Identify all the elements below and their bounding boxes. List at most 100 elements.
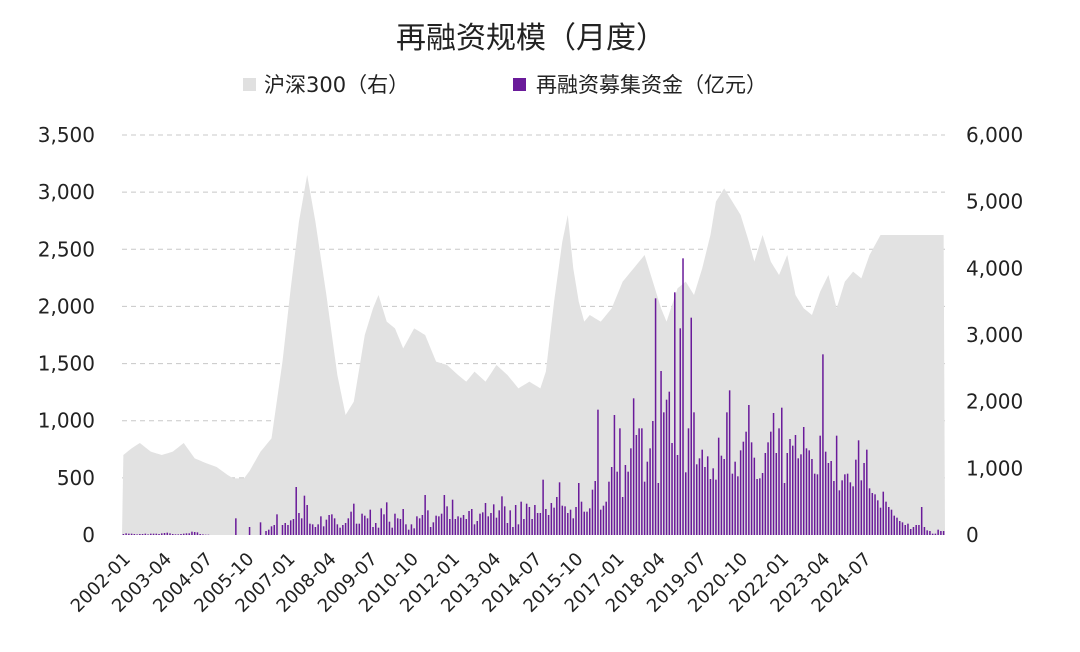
raise-bar bbox=[394, 513, 396, 535]
raise-bar bbox=[824, 451, 827, 535]
raise-bar bbox=[122, 534, 125, 535]
raise-bar bbox=[350, 511, 352, 535]
raise-bar bbox=[594, 481, 596, 535]
raise-bar bbox=[791, 445, 794, 535]
raise-bar bbox=[147, 534, 149, 535]
raise-bar bbox=[671, 443, 673, 535]
raise-bar bbox=[915, 525, 917, 535]
raise-bar bbox=[704, 467, 706, 535]
raise-bar bbox=[396, 518, 399, 535]
raise-bar bbox=[849, 482, 852, 535]
raise-bar bbox=[235, 518, 237, 535]
raise-bar bbox=[802, 427, 805, 535]
raise-bar bbox=[311, 524, 314, 535]
raise-bar bbox=[567, 513, 569, 535]
right-tick-label: 6,000 bbox=[966, 123, 1023, 147]
raise-bar bbox=[605, 501, 607, 535]
raise-bar bbox=[487, 516, 489, 535]
left-tick-label: 2,500 bbox=[38, 237, 95, 261]
raise-bar bbox=[525, 503, 528, 535]
raise-bar bbox=[517, 524, 520, 535]
raise-bar bbox=[937, 529, 939, 535]
raise-bar bbox=[649, 448, 651, 535]
raise-bar bbox=[333, 518, 336, 535]
raise-bar bbox=[665, 399, 668, 535]
raise-bar bbox=[320, 516, 322, 535]
raise-bar bbox=[199, 534, 201, 535]
raise-bar bbox=[418, 518, 421, 535]
raise-bar bbox=[896, 517, 898, 535]
raise-bar bbox=[723, 459, 725, 535]
raise-bar bbox=[492, 504, 495, 535]
raise-bar bbox=[690, 317, 692, 535]
raise-bar bbox=[748, 405, 750, 535]
raise-bar bbox=[174, 534, 177, 535]
raise-bar bbox=[800, 454, 802, 535]
raise-bar bbox=[833, 481, 835, 535]
raise-bar bbox=[720, 455, 723, 535]
raise-bar bbox=[152, 533, 155, 535]
right-tick-label: 0 bbox=[966, 523, 979, 547]
left-tick-label: 500 bbox=[57, 466, 95, 490]
raise-bar bbox=[182, 533, 185, 535]
raise-bar bbox=[481, 512, 484, 535]
raise-bar bbox=[380, 508, 382, 535]
raise-bar bbox=[130, 533, 133, 535]
raise-bar bbox=[531, 519, 533, 535]
raise-bar bbox=[454, 519, 457, 535]
raise-bar bbox=[575, 507, 577, 535]
raise-bar bbox=[816, 474, 819, 535]
hs300-area-group bbox=[122, 175, 945, 535]
raise-bar bbox=[556, 497, 558, 535]
raise-bar bbox=[827, 463, 830, 535]
raise-bar bbox=[196, 532, 199, 535]
raise-bar bbox=[868, 488, 871, 535]
raise-bar bbox=[391, 527, 393, 535]
raise-bar bbox=[369, 509, 372, 535]
raise-bar bbox=[591, 489, 594, 535]
raise-bar bbox=[822, 354, 824, 535]
hs300-area bbox=[122, 175, 945, 535]
legend-label-hs300: 沪深300（右） bbox=[264, 73, 409, 97]
raise-bar bbox=[888, 507, 890, 535]
raise-bar bbox=[550, 503, 553, 535]
raise-bar bbox=[188, 533, 190, 535]
raise-bar bbox=[797, 458, 799, 535]
right-tick-label: 1,000 bbox=[966, 456, 1023, 480]
raise-bar bbox=[885, 501, 887, 535]
raise-bar bbox=[923, 527, 926, 535]
raise-bar bbox=[429, 527, 432, 535]
raise-bar bbox=[687, 428, 690, 535]
raise-bar bbox=[542, 479, 544, 535]
raise-bar bbox=[303, 495, 306, 535]
raise-bar bbox=[630, 448, 632, 535]
raise-bar bbox=[523, 519, 525, 535]
x-axis-ticks: 2002-012003-042004-072005-102007-012008-… bbox=[67, 549, 876, 617]
raise-bar bbox=[161, 533, 163, 535]
raise-bar bbox=[180, 534, 182, 535]
raise-bar bbox=[366, 518, 369, 535]
left-tick-label: 2,000 bbox=[38, 294, 95, 318]
raise-bar bbox=[298, 513, 300, 535]
raise-bar bbox=[805, 448, 808, 535]
left-tick-label: 1,000 bbox=[38, 409, 95, 433]
raise-bar bbox=[685, 472, 687, 535]
raise-bar bbox=[783, 483, 786, 535]
raise-bar bbox=[561, 505, 564, 535]
raise-bar bbox=[468, 511, 470, 535]
raise-bar bbox=[539, 513, 542, 535]
raise-bar bbox=[569, 509, 572, 535]
raise-bar bbox=[753, 457, 756, 535]
raise-bar bbox=[674, 292, 676, 535]
raise-bar bbox=[857, 440, 860, 535]
raise-bar bbox=[695, 464, 698, 535]
raise-bar bbox=[934, 533, 937, 535]
raise-bar bbox=[438, 516, 440, 535]
raise-bar bbox=[339, 527, 341, 535]
raise-bar bbox=[281, 525, 284, 535]
raise-bar bbox=[676, 455, 679, 535]
raise-bar bbox=[490, 513, 492, 535]
raise-bar bbox=[141, 534, 144, 535]
raise-bar bbox=[133, 534, 136, 535]
